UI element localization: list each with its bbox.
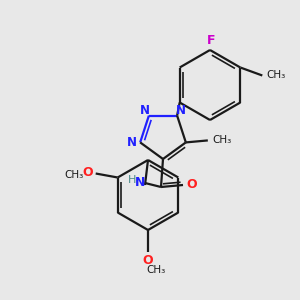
Text: N: N [176, 104, 186, 117]
Text: O: O [82, 166, 93, 179]
Text: F: F [207, 34, 215, 47]
Text: CH₃: CH₃ [267, 70, 286, 80]
Text: H: H [128, 175, 136, 185]
Text: N: N [140, 104, 150, 117]
Text: N: N [135, 176, 145, 188]
Text: O: O [187, 178, 197, 191]
Text: CH₃: CH₃ [64, 170, 83, 181]
Text: CH₃: CH₃ [146, 265, 166, 275]
Text: O: O [143, 254, 153, 266]
Text: CH₃: CH₃ [212, 135, 232, 146]
Text: N: N [127, 136, 137, 149]
